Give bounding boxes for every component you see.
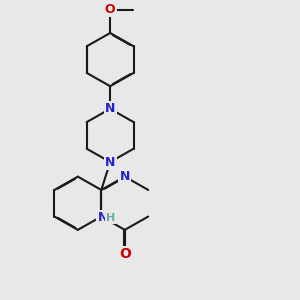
Text: H: H	[106, 213, 116, 223]
Text: O: O	[119, 247, 131, 261]
Text: N: N	[105, 155, 115, 169]
Text: N: N	[98, 212, 108, 224]
Text: O: O	[105, 3, 116, 16]
Text: N: N	[120, 170, 130, 183]
Text: N: N	[105, 102, 115, 115]
